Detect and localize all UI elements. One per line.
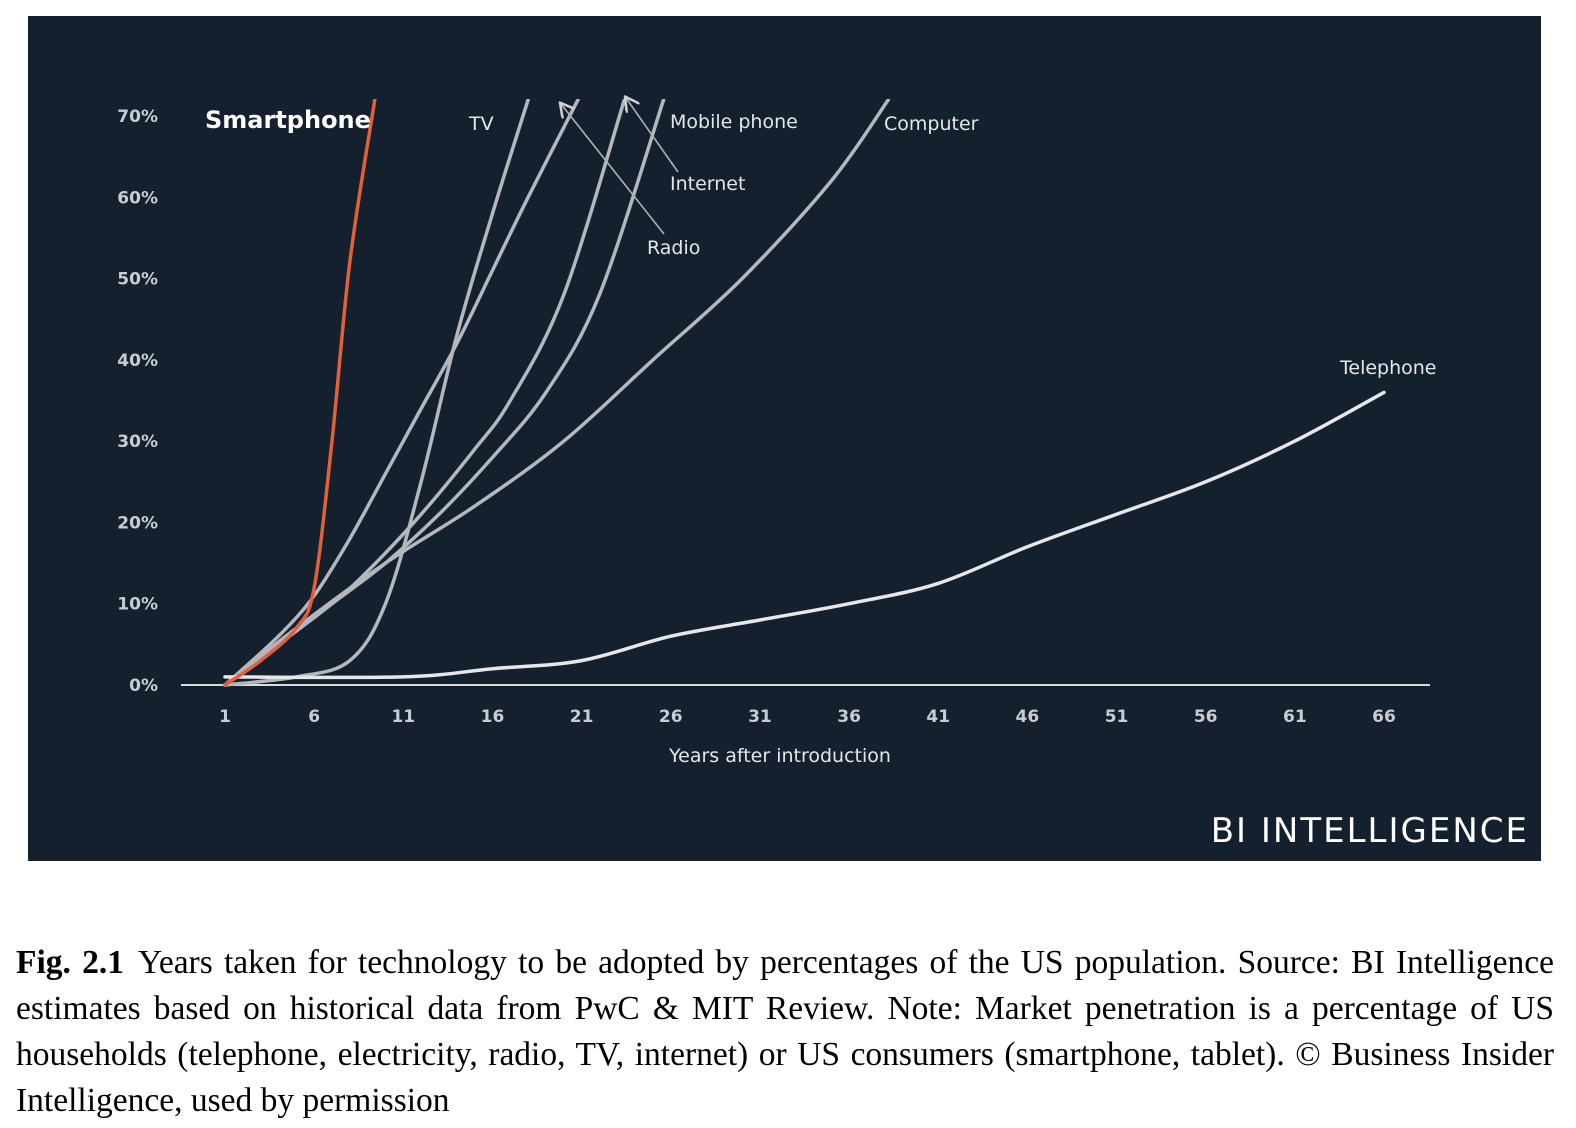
y-tick-label: 20% (117, 513, 158, 533)
x-tick-label: 6 (308, 707, 320, 727)
y-tick-label: 40% (117, 351, 158, 371)
series-label-computer: Computer (884, 113, 979, 135)
y-tick-label: 30% (117, 432, 158, 452)
series-line-smartphone (223, 99, 377, 687)
x-tick-label: 51 (1105, 707, 1129, 727)
x-tick-label: 41 (926, 707, 950, 727)
y-tick-label: 50% (117, 270, 158, 290)
x-tick-label: 36 (837, 707, 861, 727)
series-line-tv (223, 99, 530, 687)
internet-callout-arrow (626, 98, 679, 173)
radio-callout-arrow (561, 104, 665, 235)
series-line-internet (223, 99, 627, 687)
x-tick-label: 11 (391, 707, 415, 727)
figure-caption-text: Years taken for technology to be adopted… (16, 943, 1554, 1119)
series-label-smartphone: Smartphone (205, 106, 371, 134)
y-tick-label: 70% (117, 107, 158, 127)
series-label-tv: TV (468, 113, 494, 135)
series-line-telephone (223, 390, 1386, 680)
series-line-computer (223, 99, 891, 687)
y-tick-label: 10% (117, 595, 158, 615)
series-line-mobile-phone (223, 99, 666, 687)
chart-panel: 0% 10% 20% 30% 40% 50% 60% 70% 1 6 11 16 21 26 31 36 41 4… (28, 16, 1541, 861)
x-tick-label: 21 (570, 707, 594, 727)
x-axis-title: Years after introduction (668, 745, 891, 767)
x-tick-label: 1 (219, 707, 231, 727)
y-tick-label: 0% (129, 676, 158, 696)
x-tick-label: 46 (1016, 707, 1040, 727)
series-group (223, 99, 1386, 687)
series-line-radio (223, 99, 580, 687)
adoption-line-chart: 0%10%20%30%40%50%60%70%1 6 11 16 21 26 31 36 41 4… (117, 16, 1437, 767)
series-label-mobile-phone: Mobile phone (670, 111, 798, 133)
x-tick-label: 26 (659, 707, 683, 727)
series-label-internet: Internet (670, 173, 745, 195)
figure-caption: Fig. 2.1 Years taken for technology to be… (16, 940, 1554, 1124)
x-tick-label: 16 (481, 707, 505, 727)
figure-label: Fig. 2.1 (16, 943, 124, 981)
x-tick-label: 31 (748, 707, 772, 727)
y-tick-label: 60% (117, 188, 158, 208)
x-tick-label: 56 (1194, 707, 1218, 727)
series-label-radio: Radio (647, 237, 700, 259)
x-tick-label: 61 (1283, 707, 1307, 727)
x-tick-label: 66 (1372, 707, 1396, 727)
series-label-telephone: Telephone (1339, 357, 1437, 379)
brand-logo: BI INTELLIGENCE (1210, 811, 1529, 851)
